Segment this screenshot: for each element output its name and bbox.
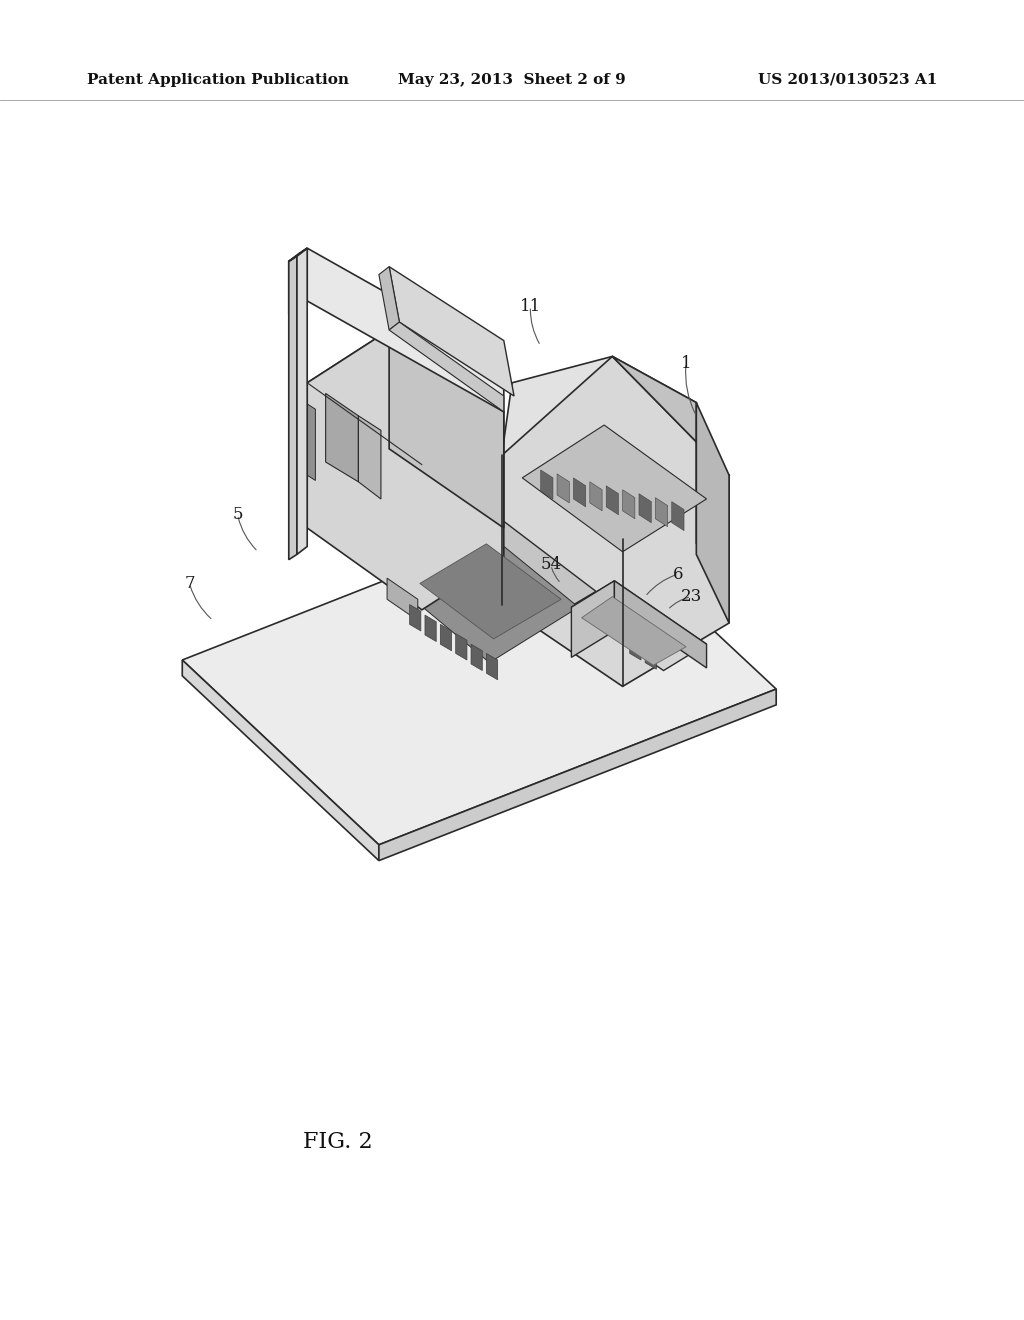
Polygon shape bbox=[289, 256, 297, 560]
Polygon shape bbox=[573, 478, 586, 507]
Text: US 2013/0130523 A1: US 2013/0130523 A1 bbox=[758, 73, 937, 87]
Polygon shape bbox=[425, 615, 436, 642]
Polygon shape bbox=[582, 597, 686, 665]
Polygon shape bbox=[672, 502, 684, 531]
Polygon shape bbox=[410, 605, 421, 631]
Polygon shape bbox=[387, 578, 418, 620]
Polygon shape bbox=[471, 644, 482, 671]
Polygon shape bbox=[623, 490, 635, 519]
Polygon shape bbox=[379, 689, 776, 861]
Polygon shape bbox=[655, 498, 668, 527]
Polygon shape bbox=[614, 581, 707, 668]
Polygon shape bbox=[639, 494, 651, 523]
Polygon shape bbox=[486, 653, 498, 680]
Polygon shape bbox=[571, 581, 614, 657]
Polygon shape bbox=[307, 404, 315, 480]
Text: 11: 11 bbox=[520, 298, 541, 314]
Polygon shape bbox=[557, 474, 569, 503]
Text: 6: 6 bbox=[673, 566, 683, 582]
Text: Patent Application Publication: Patent Application Publication bbox=[87, 73, 349, 87]
Polygon shape bbox=[307, 330, 504, 610]
Polygon shape bbox=[541, 470, 553, 499]
Polygon shape bbox=[389, 322, 504, 412]
Text: 14: 14 bbox=[297, 388, 317, 404]
Text: FIG. 2: FIG. 2 bbox=[303, 1131, 373, 1152]
Text: 21: 21 bbox=[408, 298, 428, 314]
Text: 5: 5 bbox=[232, 507, 243, 523]
Polygon shape bbox=[630, 634, 641, 660]
Polygon shape bbox=[456, 634, 467, 660]
Polygon shape bbox=[590, 482, 602, 511]
Polygon shape bbox=[307, 248, 504, 412]
Polygon shape bbox=[289, 248, 307, 261]
Polygon shape bbox=[389, 330, 504, 528]
Polygon shape bbox=[420, 544, 561, 639]
Text: 54: 54 bbox=[541, 557, 561, 573]
Polygon shape bbox=[645, 643, 656, 669]
Text: 1: 1 bbox=[681, 355, 691, 371]
Polygon shape bbox=[297, 248, 307, 554]
Text: 7: 7 bbox=[184, 576, 195, 591]
Polygon shape bbox=[522, 425, 707, 552]
Polygon shape bbox=[307, 330, 504, 465]
Polygon shape bbox=[502, 356, 729, 686]
Polygon shape bbox=[358, 416, 381, 499]
Text: 23: 23 bbox=[681, 589, 701, 605]
Polygon shape bbox=[326, 393, 358, 482]
Polygon shape bbox=[182, 504, 776, 845]
Polygon shape bbox=[696, 403, 729, 623]
Polygon shape bbox=[379, 267, 399, 330]
Polygon shape bbox=[606, 486, 618, 515]
Polygon shape bbox=[389, 267, 514, 396]
Polygon shape bbox=[379, 504, 596, 653]
Text: 15: 15 bbox=[346, 289, 367, 305]
Polygon shape bbox=[571, 581, 707, 671]
Text: May 23, 2013  Sheet 2 of 9: May 23, 2013 Sheet 2 of 9 bbox=[398, 73, 626, 87]
Polygon shape bbox=[440, 624, 452, 651]
Polygon shape bbox=[612, 356, 729, 544]
Polygon shape bbox=[182, 660, 379, 861]
Polygon shape bbox=[289, 248, 307, 314]
Text: 42: 42 bbox=[399, 533, 420, 549]
Polygon shape bbox=[394, 528, 579, 663]
Polygon shape bbox=[502, 356, 729, 539]
